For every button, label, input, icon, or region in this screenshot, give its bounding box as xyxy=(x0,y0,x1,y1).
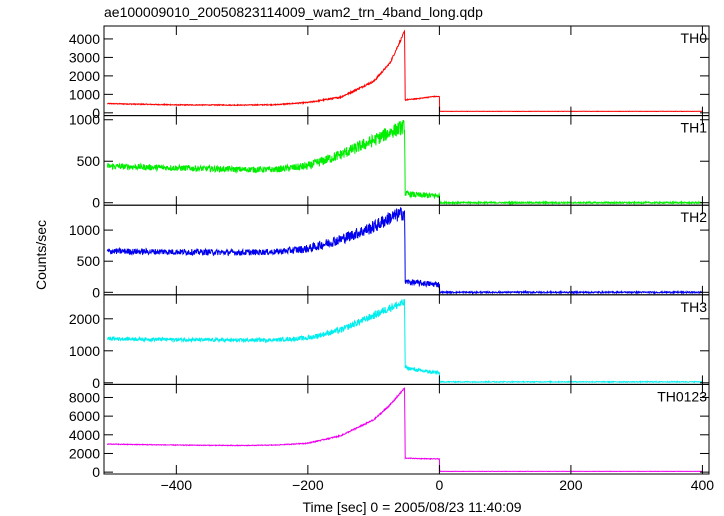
y-tick-label: 6000 xyxy=(69,408,100,424)
y-tick-label: 500 xyxy=(77,153,101,169)
series-line-th0123 xyxy=(106,387,703,473)
panel-label: TH0123 xyxy=(657,388,707,404)
panel-th0123: 0 2000 4000 6000 8000 TH0123 xyxy=(69,383,710,480)
y-tick-label: 500 xyxy=(77,253,101,269)
panel-label: TH3 xyxy=(681,299,708,315)
panel-frame xyxy=(103,25,710,117)
y-tick-label: 2000 xyxy=(69,445,100,461)
y-tick-label: 0 xyxy=(92,464,100,480)
y-axis-label: Counts/sec xyxy=(33,220,49,290)
y-tick-label: 3000 xyxy=(69,49,100,65)
y-tick-label: 4000 xyxy=(69,31,100,47)
y-tick-label: 0 xyxy=(92,195,100,211)
panel-label: TH0 xyxy=(681,30,708,46)
y-tick-label: 1000 xyxy=(69,86,100,102)
panel-frame xyxy=(103,383,710,475)
y-tick-label: 1000 xyxy=(69,222,100,238)
series-line-th1 xyxy=(106,120,703,206)
y-tick-label: 0 xyxy=(92,284,100,300)
y-tick-label: 1000 xyxy=(69,112,100,128)
chart-title: ae100009010_20050823114009_wam2_trn_4ban… xyxy=(104,4,483,20)
y-tick-label: 2000 xyxy=(69,311,100,327)
x-axis: −400 −200 0 200 400 xyxy=(161,477,715,493)
panel-th3: 0 1000 2000 TH3 xyxy=(69,294,710,391)
series-line-th2 xyxy=(106,207,703,295)
x-tick-label: 0 xyxy=(435,477,443,493)
series-line-th0 xyxy=(106,29,703,113)
x-tick-label: −400 xyxy=(161,477,193,493)
series-line-th3 xyxy=(106,299,703,384)
panel-label: TH1 xyxy=(681,120,708,136)
panel-label: TH2 xyxy=(681,209,708,225)
y-tick-label: 0 xyxy=(92,105,100,121)
y-tick-label: 8000 xyxy=(69,389,100,405)
y-tick-label: 4000 xyxy=(69,427,100,443)
x-tick-label: 400 xyxy=(691,477,715,493)
x-axis-label: Time [sec] 0 = 2005/08/23 11:40:09 xyxy=(302,499,521,515)
y-tick-label: 0 xyxy=(92,375,100,391)
y-tick-label: 1000 xyxy=(69,343,100,359)
panel-th1: 0 500 1000 TH1 xyxy=(69,112,710,211)
y-tick-label: 2000 xyxy=(69,68,100,84)
x-tick-label: −200 xyxy=(292,477,324,493)
x-tick-label: 200 xyxy=(559,477,583,493)
panel-th2: 0 500 1000 TH2 xyxy=(69,204,710,300)
panel-th0: 0 1000 2000 3000 4000 TH0 xyxy=(69,25,710,121)
